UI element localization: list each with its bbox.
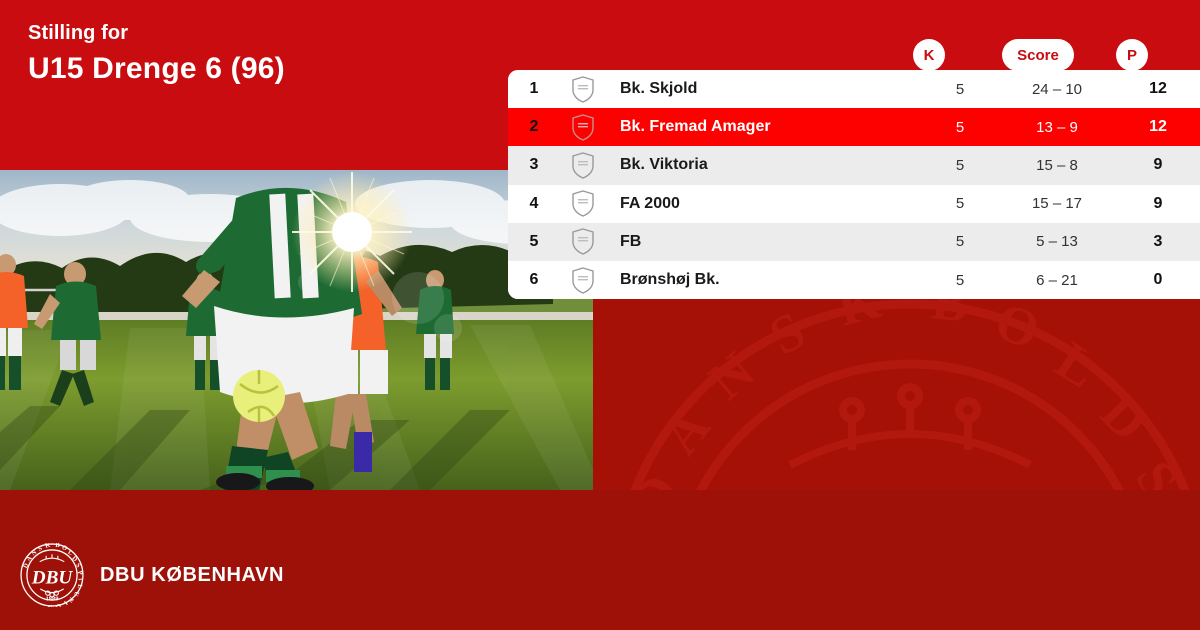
svg-text:S: S (760, 298, 818, 367)
rank-value: 3 (529, 156, 539, 174)
score-value: 24 – 10 (1031, 80, 1083, 98)
points-value: 12 (1149, 80, 1167, 98)
svg-text:S: S (37, 545, 44, 553)
team-name: Bk. Fremad Amager (620, 118, 771, 136)
team-name: Bk. Skjold (620, 80, 698, 98)
svg-text:1889: 1889 (46, 596, 59, 603)
score-value: 5 – 13 (1036, 233, 1078, 251)
svg-text:B: B (55, 543, 61, 549)
svg-text:A: A (650, 395, 724, 466)
points-value: 9 (1153, 194, 1163, 212)
svg-text:L: L (76, 584, 83, 589)
svg-text:D: D (1089, 383, 1162, 456)
matches-value: 5 (955, 233, 965, 251)
club-crest-icon (560, 152, 606, 179)
dbu-watermark-icon: D A N S K B O L D S P I L U N I O N (620, 290, 1193, 490)
points-value: 12 (1149, 118, 1167, 136)
column-header-matches[interactable]: K (913, 39, 945, 71)
table-row[interactable]: 3 Bk. Viktoria 5 15 – 8 9 (508, 146, 1200, 185)
score-value: 15 – 17 (1031, 195, 1083, 213)
svg-text:K: K (44, 543, 51, 550)
svg-text:S: S (1124, 451, 1193, 490)
rank-value: 1 (529, 80, 539, 98)
football-match-photo (0, 170, 593, 490)
matches-value: 5 (955, 118, 965, 136)
column-header-score[interactable]: Score (1002, 39, 1074, 71)
svg-text:O: O (61, 544, 68, 552)
svg-text:P: P (76, 570, 84, 576)
table-row[interactable]: 4 FA 2000 5 15 – 17 9 (508, 184, 1200, 223)
svg-text:N: N (66, 596, 75, 604)
table-row[interactable]: 6 Brønshøj Bk. 5 6 – 21 0 (508, 260, 1200, 300)
svg-text:D: D (70, 555, 78, 564)
matches-value: 5 (955, 80, 965, 98)
matches-value: 5 (955, 271, 965, 289)
rank-value: 5 (529, 232, 539, 250)
club-crest-icon (560, 75, 606, 103)
page-kicker: Stilling for (28, 22, 129, 44)
column-header-points[interactable]: P (1116, 39, 1148, 71)
team-name: Brønshøj Bk. (620, 271, 720, 289)
club-crest-icon (560, 266, 606, 294)
svg-text:N: N (47, 603, 54, 607)
rank-value: 2 (529, 118, 539, 136)
svg-text:D: D (22, 562, 31, 570)
score-value: 13 – 9 (1036, 118, 1078, 136)
footer-org-name: DBU KØBENHAVN (100, 564, 285, 586)
svg-text:O: O (988, 291, 1051, 363)
svg-text:L: L (66, 549, 73, 557)
table-row[interactable]: 5 FB 5 5 – 13 3 (508, 222, 1200, 261)
club-crest-icon (560, 190, 606, 217)
svg-text:DBU: DBU (31, 568, 74, 589)
svg-text:U: U (72, 590, 80, 597)
svg-text:S: S (74, 562, 82, 569)
svg-text:A: A (25, 555, 34, 563)
score-value: 15 – 8 (1036, 156, 1078, 174)
footer-band (0, 490, 1200, 630)
svg-text:L: L (1045, 330, 1111, 402)
club-crest-icon (560, 228, 606, 256)
svg-text:I: I (62, 599, 69, 606)
svg-text:N: N (30, 549, 38, 558)
page-title: U15 Drenge 6 (96) (28, 52, 285, 85)
team-name: Bk. Viktoria (620, 156, 708, 174)
matches-value: 5 (955, 195, 965, 213)
svg-text:N: N (697, 338, 769, 412)
rank-value: 6 (529, 271, 539, 289)
svg-text:D: D (620, 461, 693, 490)
team-name: FA 2000 (620, 194, 680, 212)
standings-table: 1 Bk. Skjold 5 24 – 10 12 2 Bk. Fremad A… (508, 70, 1200, 300)
points-value: 3 (1153, 232, 1163, 250)
svg-text:I: I (77, 578, 84, 582)
table-row[interactable]: 2 Bk. Fremad Amager 5 13 – 9 12 (508, 108, 1200, 147)
dbu-logo-icon: D A N S K B O L D S P I L U N I O N DBU (20, 543, 84, 607)
team-name: FB (620, 232, 642, 250)
rank-value: 4 (529, 194, 539, 212)
club-crest-icon (560, 114, 606, 141)
points-value: 0 (1153, 271, 1163, 289)
matches-value: 5 (955, 156, 965, 174)
points-value: 9 (1153, 156, 1163, 174)
score-value: 6 – 21 (1036, 271, 1078, 289)
svg-text:O: O (54, 602, 62, 607)
table-row[interactable]: 1 Bk. Skjold 5 24 – 10 12 (508, 70, 1200, 109)
